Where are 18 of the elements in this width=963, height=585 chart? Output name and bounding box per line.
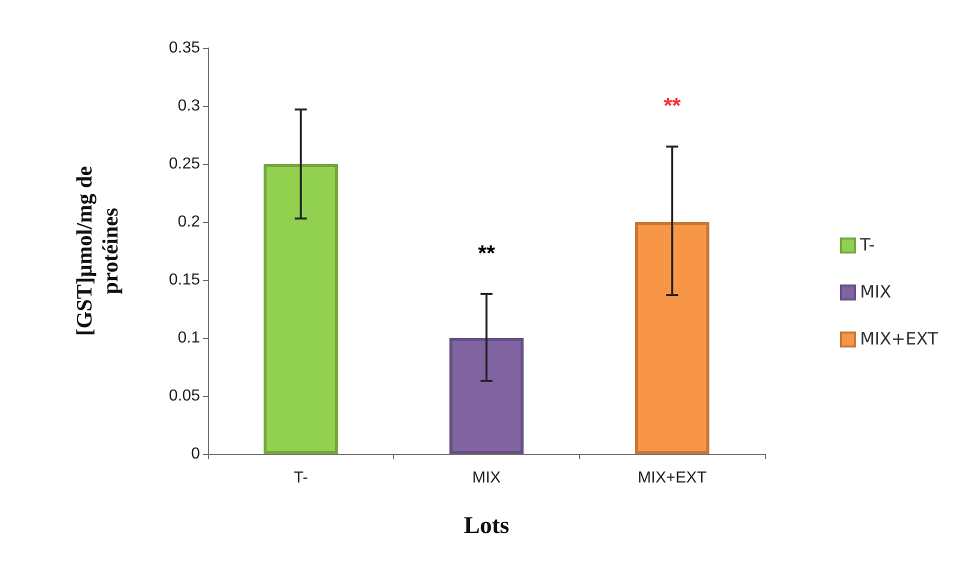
legend-label: T- — [858, 236, 875, 256]
x-tick-label: T- — [294, 470, 308, 486]
y-tick-label: 0.25 — [168, 156, 200, 172]
y-tick-label: 0.2 — [178, 214, 200, 230]
annotation: ** — [478, 240, 496, 266]
x-tick-label: MIX+EXT — [638, 470, 707, 486]
annotation: ** — [664, 93, 682, 118]
x-tick-label: MIX — [472, 470, 502, 486]
y-tick-label: 0 — [191, 446, 200, 462]
legend-label: MIX+EXT — [860, 330, 939, 350]
y-tick-label: 0.1 — [178, 330, 200, 346]
y-tick-label: 0.35 — [168, 40, 200, 56]
y-tick-label: 0.15 — [168, 272, 200, 288]
y-tick-label: 0.3 — [178, 98, 200, 114]
legend-label: MIX — [860, 282, 892, 302]
y-axis-title: [GST]µmol/mg de protéines — [72, 166, 122, 336]
x-axis-title: Lots — [464, 513, 510, 539]
y-tick-label: 0.05 — [168, 388, 200, 404]
